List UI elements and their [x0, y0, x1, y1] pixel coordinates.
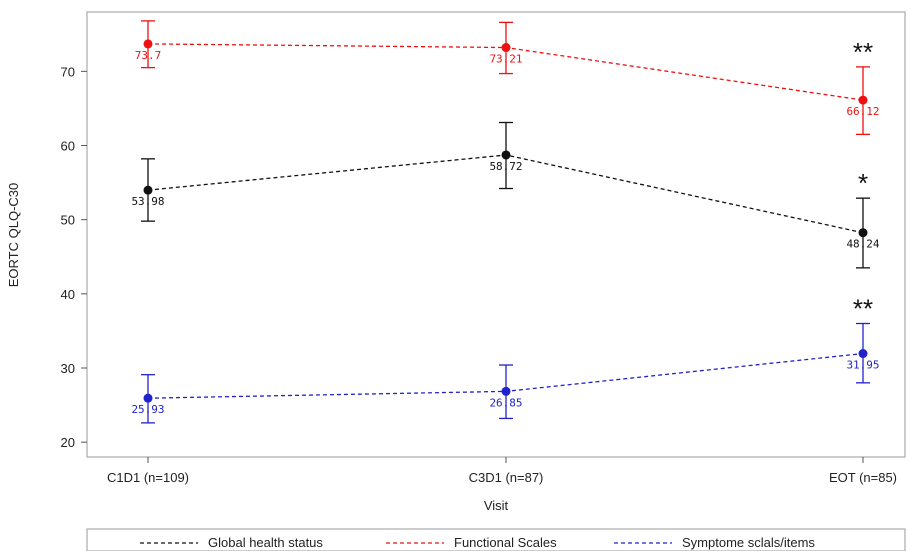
data-point — [501, 43, 511, 53]
legend: Global health status Functional Scales Sym… — [140, 535, 815, 550]
data-label: 31.95 — [846, 359, 879, 372]
data-label: 25.93 — [131, 403, 164, 416]
significance-marker: ** — [853, 37, 873, 67]
x-tick-label: C1D1 (n=109) — [107, 470, 189, 485]
data-label: 26.85 — [489, 396, 522, 409]
data-point — [858, 228, 868, 238]
data-point — [143, 185, 153, 195]
y-axis: 20 30 40 50 60 70 — [61, 64, 87, 450]
x-axis-title: Visit — [484, 498, 509, 513]
plot-frame — [86, 11, 906, 458]
data-label: 53.98 — [131, 195, 164, 208]
y-tick-label: 70 — [61, 64, 75, 79]
x-tick-label: EOT (n=85) — [829, 470, 897, 485]
series-2: 25.93 26.85 31.95 ** — [131, 294, 880, 424]
data-point — [501, 150, 511, 160]
data-label: 58.72 — [489, 160, 522, 173]
significance-marker: * — [858, 168, 868, 198]
y-axis-title: EORTC QLQ-C30 — [6, 183, 21, 288]
data-label: 48.24 — [846, 238, 879, 251]
legend-frame — [86, 528, 906, 551]
data-label: 73.7 — [135, 49, 162, 62]
x-axis: C1D1 (n=109) C3D1 (n=87) EOT (n=85) — [107, 457, 897, 485]
legend-label: Functional Scales — [454, 535, 557, 550]
series-1: 73.7 73.21 66.12 ** — [135, 20, 880, 136]
legend-label: Global health status — [208, 535, 323, 550]
data-point — [143, 39, 153, 49]
data-point — [858, 349, 868, 359]
legend-item: Functional Scales — [386, 535, 557, 550]
legend-item: Symptome sclals/items — [614, 535, 815, 550]
data-point — [143, 393, 153, 403]
data-label: 73.21 — [489, 53, 522, 66]
y-tick-label: 40 — [61, 287, 75, 302]
series-layer: 53.98 58.72 48.24 * 73.7 73.21 66.12 ** 25.93 26.… — [131, 20, 880, 424]
series-0: 53.98 58.72 48.24 * — [131, 121, 880, 269]
y-tick-label: 60 — [61, 139, 75, 154]
legend-item: Global health status — [140, 535, 323, 550]
significance-marker: ** — [853, 294, 873, 324]
y-tick-label: 30 — [61, 361, 75, 376]
y-tick-label: 20 — [61, 435, 75, 450]
data-point — [501, 386, 511, 396]
legend-label: Symptome sclals/items — [682, 535, 815, 550]
x-tick-label: C3D1 (n=87) — [469, 470, 544, 485]
data-point — [858, 95, 868, 105]
y-tick-label: 50 — [61, 213, 75, 228]
data-label: 66.12 — [846, 105, 879, 118]
